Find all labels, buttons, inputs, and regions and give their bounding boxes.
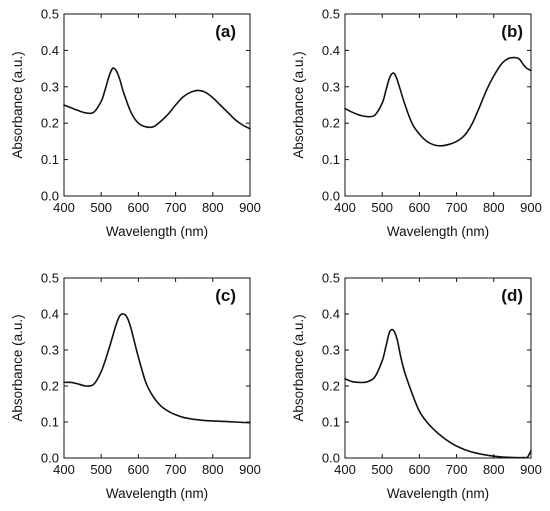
y-tick-label: 0.3 xyxy=(322,343,340,358)
x-tick-labels: 400 500 600 700 800 900 xyxy=(53,200,261,215)
y-tick-labels: 0.0 0.1 0.2 0.3 0.4 0.5 xyxy=(322,7,340,204)
panel-b: 400 500 600 700 800 900 0.0 0.1 0.2 0.3 0.4 0.5 (b… xyxy=(291,7,542,240)
panel-c: 400 500 600 700 800 900 0.0 0.1 0.2 0.3 0.4 0.5 (c… xyxy=(10,271,261,502)
y-tick-label: 0.4 xyxy=(322,43,340,58)
y-tick-label: 0.5 xyxy=(41,7,59,22)
x-axis-title: Wavelength (nm) xyxy=(387,224,489,239)
y-tick-labels: 0.0 0.1 0.2 0.3 0.4 0.5 xyxy=(41,271,59,466)
y-tick-labels: 0.0 0.1 0.2 0.3 0.4 0.5 xyxy=(322,271,340,466)
y-tick-label: 0.1 xyxy=(41,152,59,167)
panel-d: 400 500 600 700 800 900 0.0 0.1 0.2 0.3 0.4 0.5 (d… xyxy=(291,271,542,502)
x-tick-label: 700 xyxy=(165,200,187,215)
y-axis-title: Absorbance (a.u.) xyxy=(291,51,306,158)
x-tick-label: 800 xyxy=(483,200,505,215)
y-tick-label: 0.4 xyxy=(322,307,340,322)
y-tick-label: 0.0 xyxy=(322,189,340,204)
x-tick-label: 900 xyxy=(520,462,542,477)
y-tick-label: 0.1 xyxy=(322,152,340,167)
y-tick-label: 0.2 xyxy=(322,379,340,394)
absorbance-curve xyxy=(344,56,532,147)
y-axis-title: Absorbance (a.u.) xyxy=(291,314,306,421)
tick-marks xyxy=(345,14,531,196)
x-tick-label: 700 xyxy=(446,462,468,477)
x-axis-title: Wavelength (nm) xyxy=(106,224,208,239)
y-tick-label: 0.0 xyxy=(322,451,340,466)
y-tick-label: 0.4 xyxy=(41,307,59,322)
y-tick-label: 0.4 xyxy=(41,43,59,58)
x-tick-label: 400 xyxy=(334,200,356,215)
x-tick-label: 400 xyxy=(53,200,75,215)
y-tick-label: 0.2 xyxy=(41,116,59,131)
x-tick-label: 700 xyxy=(446,200,468,215)
x-axis-title: Wavelength (nm) xyxy=(387,486,489,501)
plot-frame xyxy=(344,13,532,197)
x-tick-label: 500 xyxy=(371,200,393,215)
x-tick-label: 500 xyxy=(90,200,112,215)
tick-marks xyxy=(64,278,250,458)
x-tick-labels: 400 500 600 700 800 900 xyxy=(334,462,542,477)
y-axis-title: Absorbance (a.u.) xyxy=(10,314,25,421)
y-axis-title: Absorbance (a.u.) xyxy=(10,51,25,158)
panel-a: 400 500 600 700 800 900 0.0 0.1 0.2 0.3 0.4 0.5 (a… xyxy=(10,7,261,240)
panel-label: (b) xyxy=(501,22,523,41)
x-tick-label: 900 xyxy=(239,200,261,215)
y-tick-label: 0.3 xyxy=(41,343,59,358)
y-tick-label: 0.3 xyxy=(41,79,59,94)
x-tick-label: 400 xyxy=(334,462,356,477)
y-tick-label: 0.0 xyxy=(41,451,59,466)
y-tick-labels: 0.0 0.1 0.2 0.3 0.4 0.5 xyxy=(41,7,59,204)
y-tick-label: 0.5 xyxy=(41,271,59,286)
y-tick-label: 0.5 xyxy=(322,271,340,286)
panel-label: (c) xyxy=(215,286,236,305)
x-tick-label: 800 xyxy=(202,462,224,477)
x-tick-label: 600 xyxy=(409,462,431,477)
x-tick-label: 500 xyxy=(371,462,393,477)
x-tick-label: 400 xyxy=(53,462,75,477)
x-axis-title: Wavelength (nm) xyxy=(106,486,208,501)
x-tick-label: 600 xyxy=(128,462,150,477)
x-tick-label: 800 xyxy=(202,200,224,215)
y-tick-label: 0.2 xyxy=(322,116,340,131)
x-tick-label: 800 xyxy=(483,462,505,477)
tick-marks xyxy=(64,14,250,196)
y-tick-label: 0.3 xyxy=(322,79,340,94)
absorbance-curve xyxy=(63,313,251,424)
y-tick-label: 0.0 xyxy=(41,189,59,204)
x-tick-labels: 400 500 600 700 800 900 xyxy=(53,462,261,477)
plot-frame xyxy=(63,13,251,197)
panel-label: (a) xyxy=(215,22,236,41)
tick-marks xyxy=(345,278,531,458)
y-tick-label: 0.1 xyxy=(322,415,340,430)
absorbance-curve xyxy=(344,328,532,459)
x-tick-label: 600 xyxy=(409,200,431,215)
plot-frame xyxy=(344,277,532,459)
plot-frame xyxy=(63,277,251,459)
y-tick-label: 0.5 xyxy=(322,7,340,22)
absorbance-curve xyxy=(63,67,251,130)
y-tick-label: 0.2 xyxy=(41,379,59,394)
x-tick-label: 700 xyxy=(165,462,187,477)
y-tick-label: 0.1 xyxy=(41,415,59,430)
x-tick-label: 600 xyxy=(128,200,150,215)
panel-label: (d) xyxy=(501,286,523,305)
x-tick-labels: 400 500 600 700 800 900 xyxy=(334,200,542,215)
x-tick-label: 500 xyxy=(90,462,112,477)
x-tick-label: 900 xyxy=(520,200,542,215)
x-tick-label: 900 xyxy=(239,462,261,477)
